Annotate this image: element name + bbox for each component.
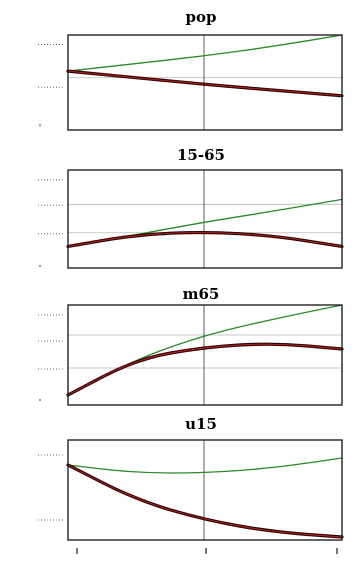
x-tick-end bbox=[336, 548, 338, 554]
x-tick-mid bbox=[205, 548, 207, 554]
plot-frame bbox=[68, 305, 342, 405]
series-line-1 bbox=[68, 35, 342, 71]
series-line-1 bbox=[68, 458, 342, 473]
panel-1: pop bbox=[38, 8, 342, 130]
y-tick-label bbox=[39, 265, 41, 267]
panel-title: 15-65 bbox=[177, 146, 225, 164]
plot-frame bbox=[68, 170, 342, 268]
panel-2: 15-65 bbox=[38, 146, 342, 268]
panel-3: m65 bbox=[38, 285, 342, 405]
x-tick-start bbox=[76, 548, 78, 554]
panel-title: pop bbox=[186, 8, 217, 26]
series-line-1 bbox=[68, 305, 342, 395]
y-tick-label bbox=[39, 124, 41, 126]
series-line-2-highlight bbox=[68, 344, 342, 395]
plot-frame bbox=[68, 440, 342, 540]
panel-title: u15 bbox=[185, 415, 217, 433]
series-line-2 bbox=[68, 465, 342, 537]
plot-frame bbox=[68, 35, 342, 130]
series-line-2-highlight bbox=[68, 465, 342, 537]
panel-4: u15 bbox=[38, 415, 342, 540]
y-tick-label bbox=[39, 399, 41, 401]
series-line-2 bbox=[68, 344, 342, 395]
panel-title: m65 bbox=[183, 285, 220, 303]
